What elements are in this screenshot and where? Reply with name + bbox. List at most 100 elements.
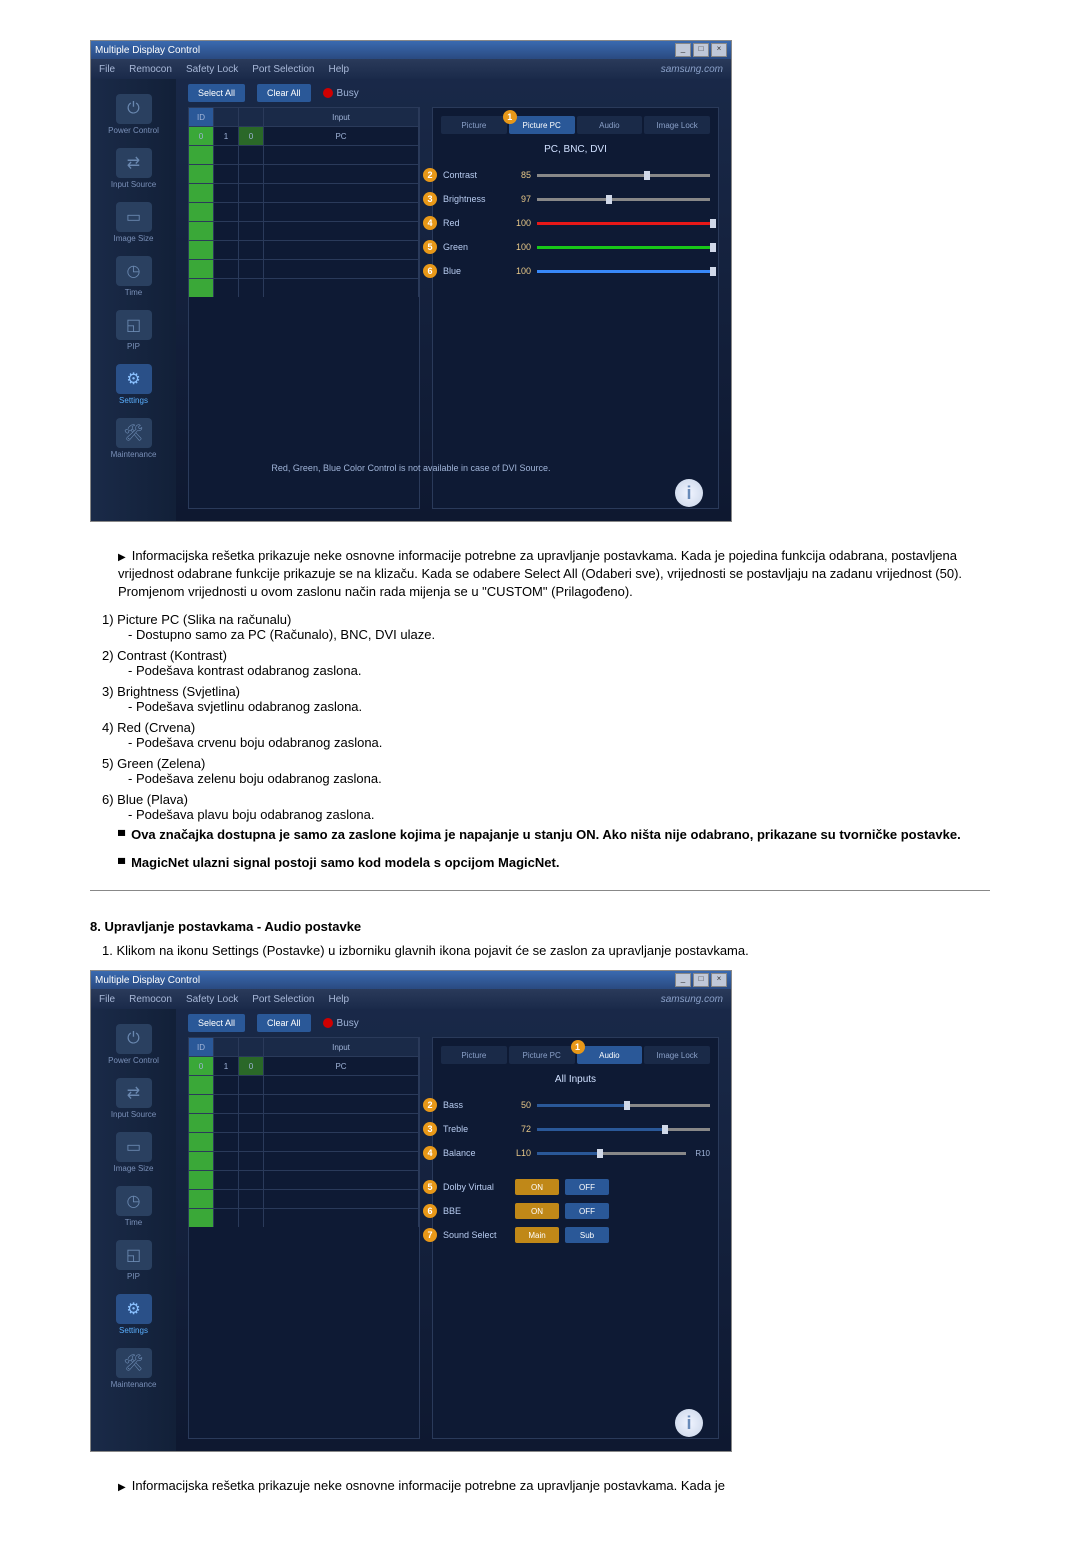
sidebar-item-imagesize[interactable]: ▭Image Size (91, 195, 176, 249)
menu-help[interactable]: Help (328, 64, 349, 75)
menu-file[interactable]: File (99, 64, 115, 75)
slider-track[interactable] (537, 222, 710, 225)
list-item-desc: - Podešava plavu boju odabranog zaslona. (90, 807, 990, 822)
tab-audio[interactable]: Audio (577, 116, 643, 134)
minimize-icon[interactable]: _ (675, 43, 691, 57)
select-all-button[interactable]: Select All (188, 84, 245, 102)
tab-picture-pc[interactable]: 1 Picture PC (509, 116, 575, 134)
info-icon[interactable]: i (675, 1409, 703, 1437)
slider-label: Brightness (443, 194, 501, 204)
info-icon[interactable]: i (675, 479, 703, 507)
slider-thumb[interactable] (710, 219, 716, 228)
select-all-button[interactable]: Select All (188, 1014, 245, 1032)
grid-row[interactable]: 0 1 0 PC (189, 126, 419, 145)
grid-row[interactable] (189, 1113, 419, 1132)
sidebar-item-time[interactable]: ◷Time (91, 1179, 176, 1233)
grid-row[interactable] (189, 1170, 419, 1189)
grid-row[interactable] (189, 278, 419, 297)
slider-track[interactable] (537, 1104, 710, 1107)
minimize-icon[interactable]: _ (675, 973, 691, 987)
slider-track[interactable] (537, 1128, 710, 1131)
tab-picture-pc[interactable]: Picture PC (509, 1046, 575, 1064)
slider-row: 4 Balance L10 R10 (441, 1141, 710, 1165)
tab-image-lock[interactable]: Image Lock (644, 1046, 710, 1064)
grid-row[interactable] (189, 1189, 419, 1208)
menu-safety-lock[interactable]: Safety Lock (186, 64, 238, 75)
tab-image-lock[interactable]: Image Lock (644, 116, 710, 134)
slider-thumb[interactable] (710, 267, 716, 276)
tab-picture[interactable]: Picture (441, 1046, 507, 1064)
sidebar-item-time[interactable]: ◷Time (91, 249, 176, 303)
panel-heading: PC, BNC, DVI (441, 144, 710, 155)
slider-thumb[interactable] (644, 171, 650, 180)
row-badge: 3 (423, 192, 437, 206)
brand-link[interactable]: samsung.com (661, 64, 723, 75)
menu-remocon[interactable]: Remocon (129, 994, 172, 1005)
toggle-off-button[interactable]: OFF (565, 1203, 609, 1219)
grid-row[interactable] (189, 202, 419, 221)
grid-row[interactable] (189, 221, 419, 240)
grid-row[interactable] (189, 1151, 419, 1170)
grid-row[interactable] (189, 1075, 419, 1094)
slider-thumb[interactable] (597, 1149, 603, 1158)
toggle-on-button[interactable]: ON (515, 1203, 559, 1219)
toggle-on-button[interactable]: Main (515, 1227, 559, 1243)
toggle-off-button[interactable]: Sub (565, 1227, 609, 1243)
info-paragraph: Informacijska rešetka prikazuje neke osn… (90, 1477, 990, 1495)
menu-file[interactable]: File (99, 994, 115, 1005)
slider-thumb[interactable] (710, 243, 716, 252)
menu-help[interactable]: Help (328, 994, 349, 1005)
menu-remocon[interactable]: Remocon (129, 64, 172, 75)
maximize-icon[interactable]: □ (693, 973, 709, 987)
toggle-off-button[interactable]: OFF (565, 1179, 609, 1195)
sidebar-item-power[interactable]: ⏻Power Control (91, 87, 176, 141)
slider-track[interactable] (537, 246, 710, 249)
slider-thumb[interactable] (624, 1101, 630, 1110)
clear-all-button[interactable]: Clear All (257, 1014, 311, 1032)
tab-audio[interactable]: 1 Audio (577, 1046, 643, 1064)
slider-label: Red (443, 218, 501, 228)
maximize-icon[interactable]: □ (693, 43, 709, 57)
grid-row[interactable] (189, 1208, 419, 1227)
slider-track[interactable] (537, 198, 710, 201)
sidebar-item-input[interactable]: ⇄Input Source (91, 1071, 176, 1125)
clear-all-button[interactable]: Clear All (257, 84, 311, 102)
slider-track[interactable] (537, 270, 710, 273)
sidebar-item-maintenance[interactable]: 🛠Maintenance (91, 1341, 176, 1395)
grid-row[interactable] (189, 1094, 419, 1113)
grid-row[interactable] (189, 259, 419, 278)
panel-heading: All Inputs (441, 1074, 710, 1085)
grid-row[interactable] (189, 145, 419, 164)
grid-row[interactable] (189, 240, 419, 259)
sidebar-item-imagesize[interactable]: ▭Image Size (91, 1125, 176, 1179)
slider-track[interactable] (537, 174, 710, 177)
input-icon: ⇄ (116, 1078, 152, 1108)
grid-row[interactable] (189, 1132, 419, 1151)
sidebar-item-power[interactable]: ⏻Power Control (91, 1017, 176, 1071)
grid-row[interactable] (189, 183, 419, 202)
close-icon[interactable]: × (711, 43, 727, 57)
brand-link[interactable]: samsung.com (661, 994, 723, 1005)
sidebar-item-pip[interactable]: ◱PIP (91, 1233, 176, 1287)
menu-port-selection[interactable]: Port Selection (252, 64, 314, 75)
row-badge: 6 (423, 264, 437, 278)
slider-thumb[interactable] (662, 1125, 668, 1134)
toggle-row: 6 BBE ON OFF (441, 1199, 710, 1223)
menu-safety-lock[interactable]: Safety Lock (186, 994, 238, 1005)
sidebar-item-settings[interactable]: ⚙Settings (91, 1287, 176, 1341)
list-item-head: 2) Contrast (Kontrast) (90, 648, 990, 663)
sidebar-item-settings[interactable]: ⚙Settings (91, 357, 176, 411)
sidebar-item-input[interactable]: ⇄Input Source (91, 141, 176, 195)
toggle-on-button[interactable]: ON (515, 1179, 559, 1195)
toggle-label: Dolby Virtual (443, 1182, 509, 1192)
slider-label: Green (443, 242, 501, 252)
sidebar-item-maintenance[interactable]: 🛠Maintenance (91, 411, 176, 465)
sidebar-item-pip[interactable]: ◱PIP (91, 303, 176, 357)
grid-row[interactable] (189, 164, 419, 183)
slider-thumb[interactable] (606, 195, 612, 204)
menu-port-selection[interactable]: Port Selection (252, 994, 314, 1005)
close-icon[interactable]: × (711, 973, 727, 987)
grid-row[interactable]: 0 1 0 PC (189, 1056, 419, 1075)
slider-track[interactable] (537, 1152, 686, 1155)
tab-picture[interactable]: Picture (441, 116, 507, 134)
